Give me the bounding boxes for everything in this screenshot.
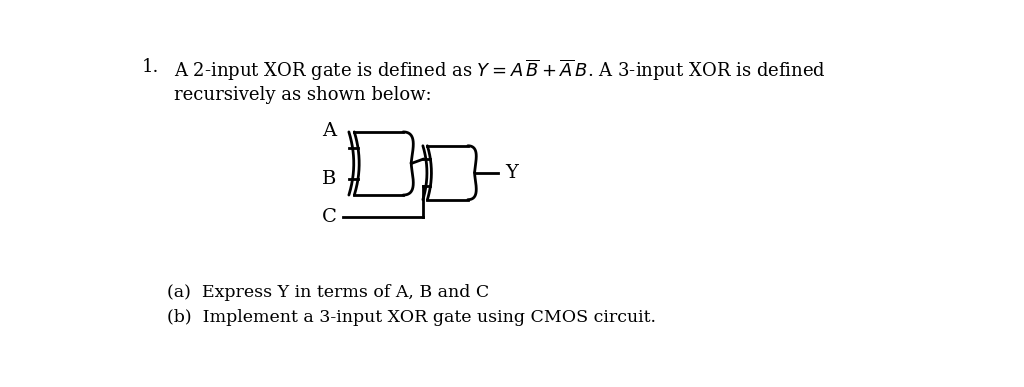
Text: A 2-input XOR gate is defined as $Y = A\,\overline{B} + \overline{A}\,B$. A 3-in: A 2-input XOR gate is defined as $Y = A\… bbox=[174, 58, 826, 84]
Text: recursively as shown below:: recursively as shown below: bbox=[174, 86, 432, 104]
Text: (b)  Implement a 3-input XOR gate using CMOS circuit.: (b) Implement a 3-input XOR gate using C… bbox=[167, 309, 655, 326]
Text: A: A bbox=[323, 122, 337, 140]
Text: 1.: 1. bbox=[142, 58, 160, 76]
Text: Y: Y bbox=[506, 164, 518, 182]
Text: B: B bbox=[323, 170, 337, 188]
Text: (a)  Express Y in terms of A, B and C: (a) Express Y in terms of A, B and C bbox=[167, 284, 489, 301]
Text: C: C bbox=[323, 207, 337, 226]
